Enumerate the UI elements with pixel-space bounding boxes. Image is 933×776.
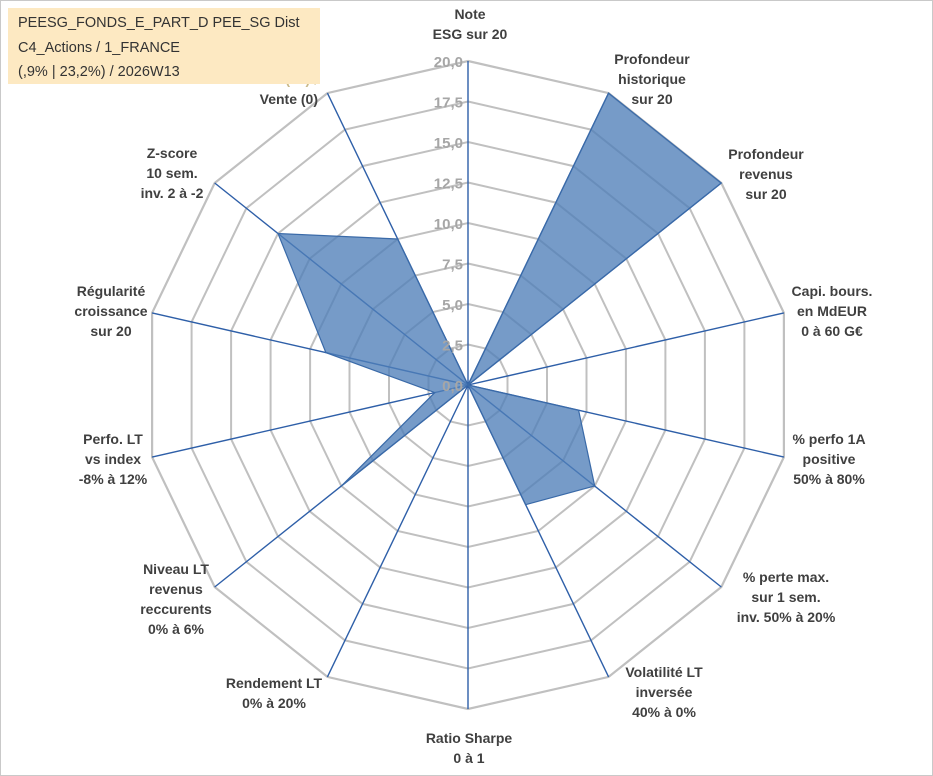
series-title-line-3: (,9% | 23,2%) / 2026W13 <box>18 64 180 80</box>
tick-label: 12,5 <box>434 176 463 193</box>
series-layer <box>277 92 723 506</box>
axis-spoke <box>151 384 469 458</box>
tick-label: 20,0 <box>434 54 463 71</box>
axis-label: Z-score 10 sem. inv. 2 à -2 <box>141 145 204 201</box>
series-info-box: PEESG_FONDS_E_PART_D PEE_SG Dist C4_Acti… <box>8 8 320 84</box>
axis-label: Volatilité LT inversée 40% à 0% <box>625 664 703 720</box>
tick-label: 0,0 <box>442 378 463 395</box>
tick-label: 7,5 <box>442 257 463 274</box>
series-area <box>277 92 723 506</box>
tick-label: 5,0 <box>442 297 463 314</box>
tick-labels: 0,0 2,5 5,0 7,5 10,0 12,5 15,0 17,5 20,0 <box>434 54 463 395</box>
axis-label: Ratio Sharpe 0 à 1 <box>426 730 513 766</box>
tick-label: 15,0 <box>434 135 463 152</box>
axis-label: Régularité croissance sur 20 <box>74 283 147 339</box>
tick-label: 2,5 <box>442 338 463 355</box>
axis-label: Note ESG sur 20 <box>433 6 508 42</box>
axis-spoke <box>467 312 785 386</box>
tick-label: 17,5 <box>434 95 463 112</box>
axis-label: % perte max. sur 1 sem. inv. 50% à 20% <box>737 569 836 625</box>
axis-label: % perfo 1A positive 50% à 80% <box>792 431 865 487</box>
series-title-line-1: PEESG_FONDS_E_PART_D PEE_SG Dist <box>18 15 300 31</box>
axis-label: Profondeur revenus sur 20 <box>728 146 804 202</box>
axis-label: Perfo. LT vs index -8% à 12% <box>79 431 148 487</box>
series-title-line-2: C4_Actions / 1_FRANCE <box>18 40 180 56</box>
axis-label: Rendement LT 0% à 20% <box>226 675 323 711</box>
axis-label: Profondeur historique sur 20 <box>614 51 690 107</box>
axis-label: Niveau LT revenus reccurents 0% à 6% <box>140 561 212 637</box>
axis-label: Capi. bours. en MdEUR 0 à 60 G€ <box>792 283 873 339</box>
tick-label: 10,0 <box>434 216 463 233</box>
axis-spoke <box>326 384 469 678</box>
